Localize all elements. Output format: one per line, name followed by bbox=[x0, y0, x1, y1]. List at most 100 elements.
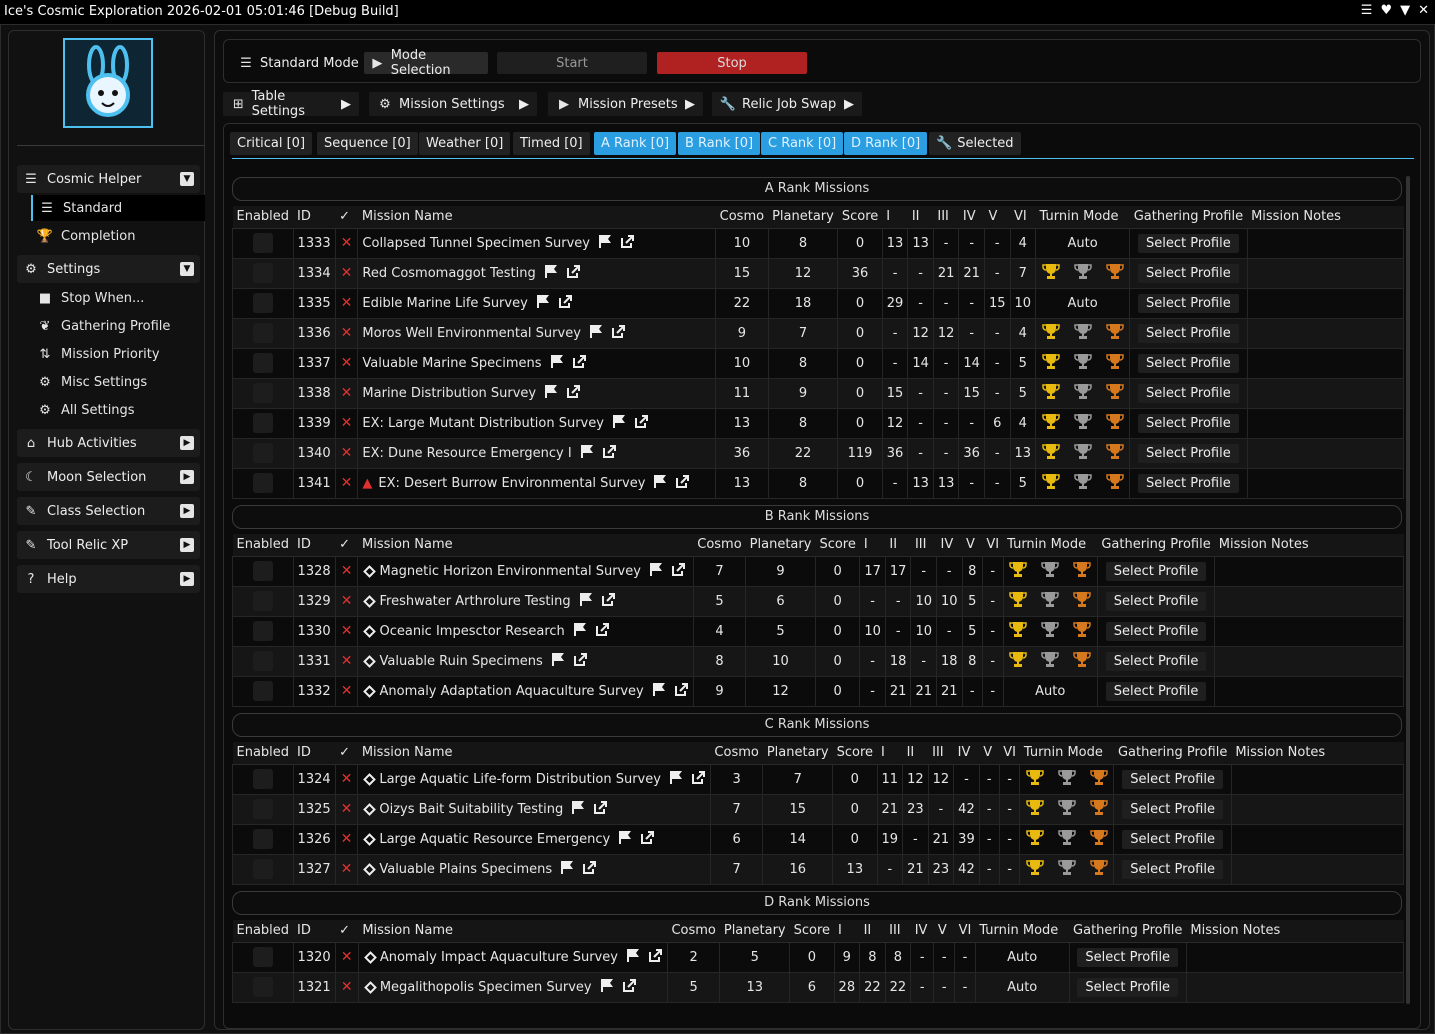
bronze-trophy-icon[interactable] bbox=[1073, 590, 1091, 608]
turnin-mode[interactable] bbox=[1035, 407, 1131, 439]
select-profile-button[interactable]: Select Profile bbox=[1122, 859, 1223, 879]
mission-notes[interactable] bbox=[1246, 317, 1404, 349]
turnin-mode[interactable] bbox=[1002, 645, 1098, 677]
gold-trophy-icon[interactable] bbox=[1026, 798, 1044, 816]
bronze-trophy-icon[interactable] bbox=[1105, 382, 1124, 400]
gold-trophy-icon[interactable] bbox=[1041, 472, 1060, 490]
column-header[interactable]: II bbox=[902, 742, 929, 765]
column-header[interactable]: I bbox=[882, 206, 908, 229]
mode-selection-button[interactable]: ▶ Mode Selection bbox=[364, 48, 488, 78]
mission-notes[interactable] bbox=[1246, 377, 1404, 409]
turnin-mode[interactable] bbox=[1002, 555, 1098, 587]
column-header[interactable]: Cosmo bbox=[710, 742, 763, 765]
column-header[interactable]: V bbox=[984, 206, 1010, 229]
enabled-checkbox[interactable] bbox=[252, 473, 273, 493]
select-profile-button[interactable]: Select Profile bbox=[1138, 263, 1239, 283]
silver-trophy-icon[interactable] bbox=[1073, 412, 1092, 430]
external-link-icon[interactable] bbox=[691, 770, 706, 789]
mission-notes[interactable] bbox=[1230, 823, 1404, 855]
flag-icon[interactable] bbox=[573, 622, 587, 640]
tab-6[interactable]: C Rank [0] bbox=[761, 132, 844, 155]
table-settings-menu[interactable]: ⊞ Table Settings ▶ bbox=[223, 89, 359, 119]
flag-icon[interactable] bbox=[612, 414, 626, 432]
flag-icon[interactable] bbox=[589, 324, 603, 342]
flag-icon[interactable] bbox=[598, 234, 612, 252]
flag-icon[interactable] bbox=[571, 800, 585, 818]
turnin-mode[interactable] bbox=[1035, 257, 1131, 289]
select-profile-button[interactable]: Select Profile bbox=[1138, 473, 1239, 493]
silver-trophy-icon[interactable] bbox=[1073, 382, 1092, 400]
select-profile-button[interactable]: Select Profile bbox=[1138, 323, 1239, 343]
sidebar-item-1[interactable]: 🏆 Completion bbox=[31, 223, 205, 249]
sidebar-settings-item-4[interactable]: ⚙ All Settings bbox=[31, 397, 205, 423]
turnin-mode[interactable] bbox=[1019, 823, 1115, 855]
column-header[interactable]: Cosmo bbox=[693, 534, 746, 557]
column-header[interactable]: II bbox=[859, 920, 886, 943]
gold-trophy-icon[interactable] bbox=[1009, 620, 1027, 638]
column-header[interactable]: ✓ bbox=[335, 206, 358, 229]
external-link-icon[interactable] bbox=[593, 800, 608, 819]
enabled-checkbox[interactable] bbox=[252, 859, 273, 879]
bronze-trophy-icon[interactable] bbox=[1105, 412, 1124, 430]
sidebar-category-3[interactable]: ☾ Moon Selection ▶ bbox=[17, 463, 200, 491]
column-header[interactable]: Turnin Mode bbox=[975, 920, 1070, 943]
enabled-checkbox[interactable] bbox=[252, 651, 273, 671]
tab-1[interactable]: Sequence [0] bbox=[317, 132, 418, 155]
bronze-trophy-icon[interactable] bbox=[1105, 262, 1124, 280]
column-header[interactable]: V bbox=[979, 742, 1000, 765]
gold-trophy-icon[interactable] bbox=[1041, 442, 1060, 460]
flag-icon[interactable] bbox=[544, 264, 558, 282]
bronze-trophy-icon[interactable] bbox=[1090, 858, 1108, 876]
column-header[interactable]: ✓ bbox=[335, 920, 359, 943]
turnin-mode[interactable]: Auto bbox=[974, 941, 1070, 973]
section-header[interactable]: D Rank Missions bbox=[232, 891, 1402, 915]
bronze-trophy-icon[interactable] bbox=[1073, 560, 1091, 578]
select-profile-button[interactable]: Select Profile bbox=[1138, 353, 1239, 373]
column-header[interactable]: V bbox=[962, 534, 983, 557]
column-header[interactable]: ID bbox=[293, 742, 336, 765]
enabled-checkbox[interactable] bbox=[252, 383, 273, 403]
enabled-checkbox[interactable] bbox=[252, 233, 273, 253]
gold-trophy-icon[interactable] bbox=[1026, 828, 1044, 846]
column-header[interactable]: III bbox=[885, 920, 911, 943]
gold-trophy-icon[interactable] bbox=[1041, 262, 1060, 280]
flag-icon[interactable] bbox=[626, 948, 640, 966]
turnin-mode[interactable] bbox=[1019, 763, 1115, 795]
enabled-checkbox[interactable] bbox=[252, 443, 273, 463]
enabled-checkbox[interactable] bbox=[252, 681, 273, 701]
bronze-trophy-icon[interactable] bbox=[1105, 442, 1124, 460]
external-link-icon[interactable] bbox=[601, 592, 616, 611]
turnin-mode[interactable] bbox=[1035, 377, 1131, 409]
external-link-icon[interactable] bbox=[648, 948, 663, 967]
mission-notes[interactable] bbox=[1185, 971, 1404, 1003]
column-header[interactable]: Turnin Mode bbox=[1003, 534, 1098, 557]
section-header[interactable]: C Rank Missions bbox=[232, 713, 1402, 737]
mission-notes[interactable] bbox=[1214, 645, 1404, 677]
bronze-trophy-icon[interactable] bbox=[1105, 352, 1124, 370]
column-header[interactable]: II bbox=[907, 206, 934, 229]
sidebar-settings-item-3[interactable]: ⚙ Misc Settings bbox=[31, 369, 205, 395]
column-header[interactable]: III bbox=[933, 206, 959, 229]
select-profile-button[interactable]: Select Profile bbox=[1138, 413, 1239, 433]
flag-icon[interactable] bbox=[579, 592, 593, 610]
column-header[interactable]: Mission Name bbox=[357, 206, 716, 229]
tab-8[interactable]: 🔧 Selected bbox=[929, 132, 1021, 155]
column-header[interactable]: Gathering Profile bbox=[1097, 534, 1215, 557]
column-header[interactable]: Turnin Mode bbox=[1019, 742, 1114, 765]
turnin-mode[interactable] bbox=[1002, 585, 1098, 617]
column-header[interactable]: Gathering Profile bbox=[1069, 920, 1187, 943]
enabled-checkbox[interactable] bbox=[252, 561, 273, 581]
section-header[interactable]: B Rank Missions bbox=[232, 505, 1402, 529]
select-profile-button[interactable]: Select Profile bbox=[1105, 681, 1207, 701]
external-link-icon[interactable] bbox=[671, 562, 686, 581]
tab-3[interactable]: Timed [0] bbox=[513, 132, 590, 155]
mission-notes[interactable] bbox=[1230, 763, 1404, 795]
turnin-mode[interactable] bbox=[1035, 467, 1131, 499]
silver-trophy-icon[interactable] bbox=[1058, 768, 1076, 786]
mission-notes[interactable] bbox=[1214, 615, 1404, 647]
silver-trophy-icon[interactable] bbox=[1073, 322, 1092, 340]
sidebar-settings-item-2[interactable]: ⇅ Mission Priority bbox=[31, 341, 205, 367]
collapse-icon[interactable]: ▼ bbox=[1400, 3, 1411, 18]
mission-settings-menu[interactable]: ⚙ Mission Settings ▶ bbox=[369, 92, 537, 116]
mission-notes[interactable] bbox=[1246, 407, 1404, 439]
